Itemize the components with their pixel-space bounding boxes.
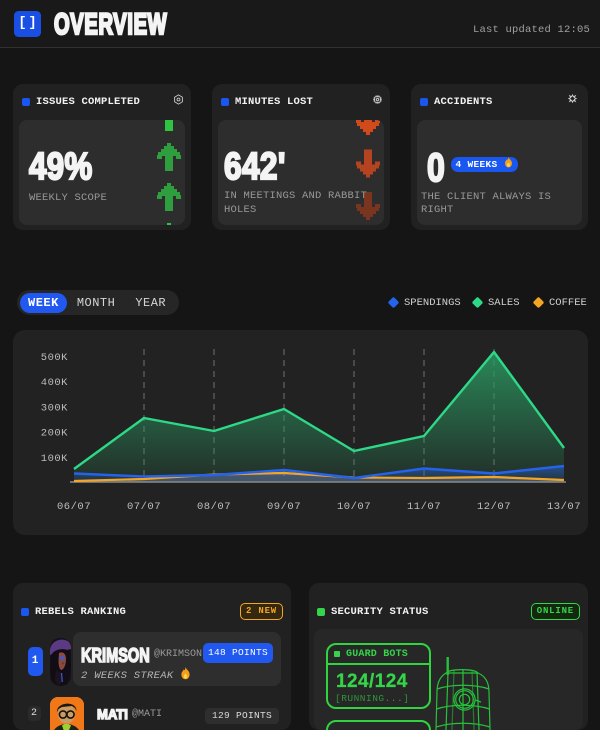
svg-text:100K: 100K (41, 453, 68, 465)
svg-text:200K: 200K (41, 428, 68, 440)
svg-text:300K: 300K (41, 402, 68, 414)
svg-text:13/07: 13/07 (547, 501, 581, 513)
svg-text:09/07: 09/07 (267, 501, 301, 513)
svg-text:12/07: 12/07 (477, 501, 511, 513)
svg-text:11/07: 11/07 (407, 501, 441, 513)
svg-text:500K: 500K (41, 352, 68, 364)
svg-text:07/07: 07/07 (127, 501, 161, 513)
svg-text:10/07: 10/07 (337, 501, 371, 513)
svg-text:400K: 400K (41, 377, 68, 389)
svg-text:08/07: 08/07 (197, 501, 231, 513)
svg-text:06/07: 06/07 (57, 501, 91, 513)
